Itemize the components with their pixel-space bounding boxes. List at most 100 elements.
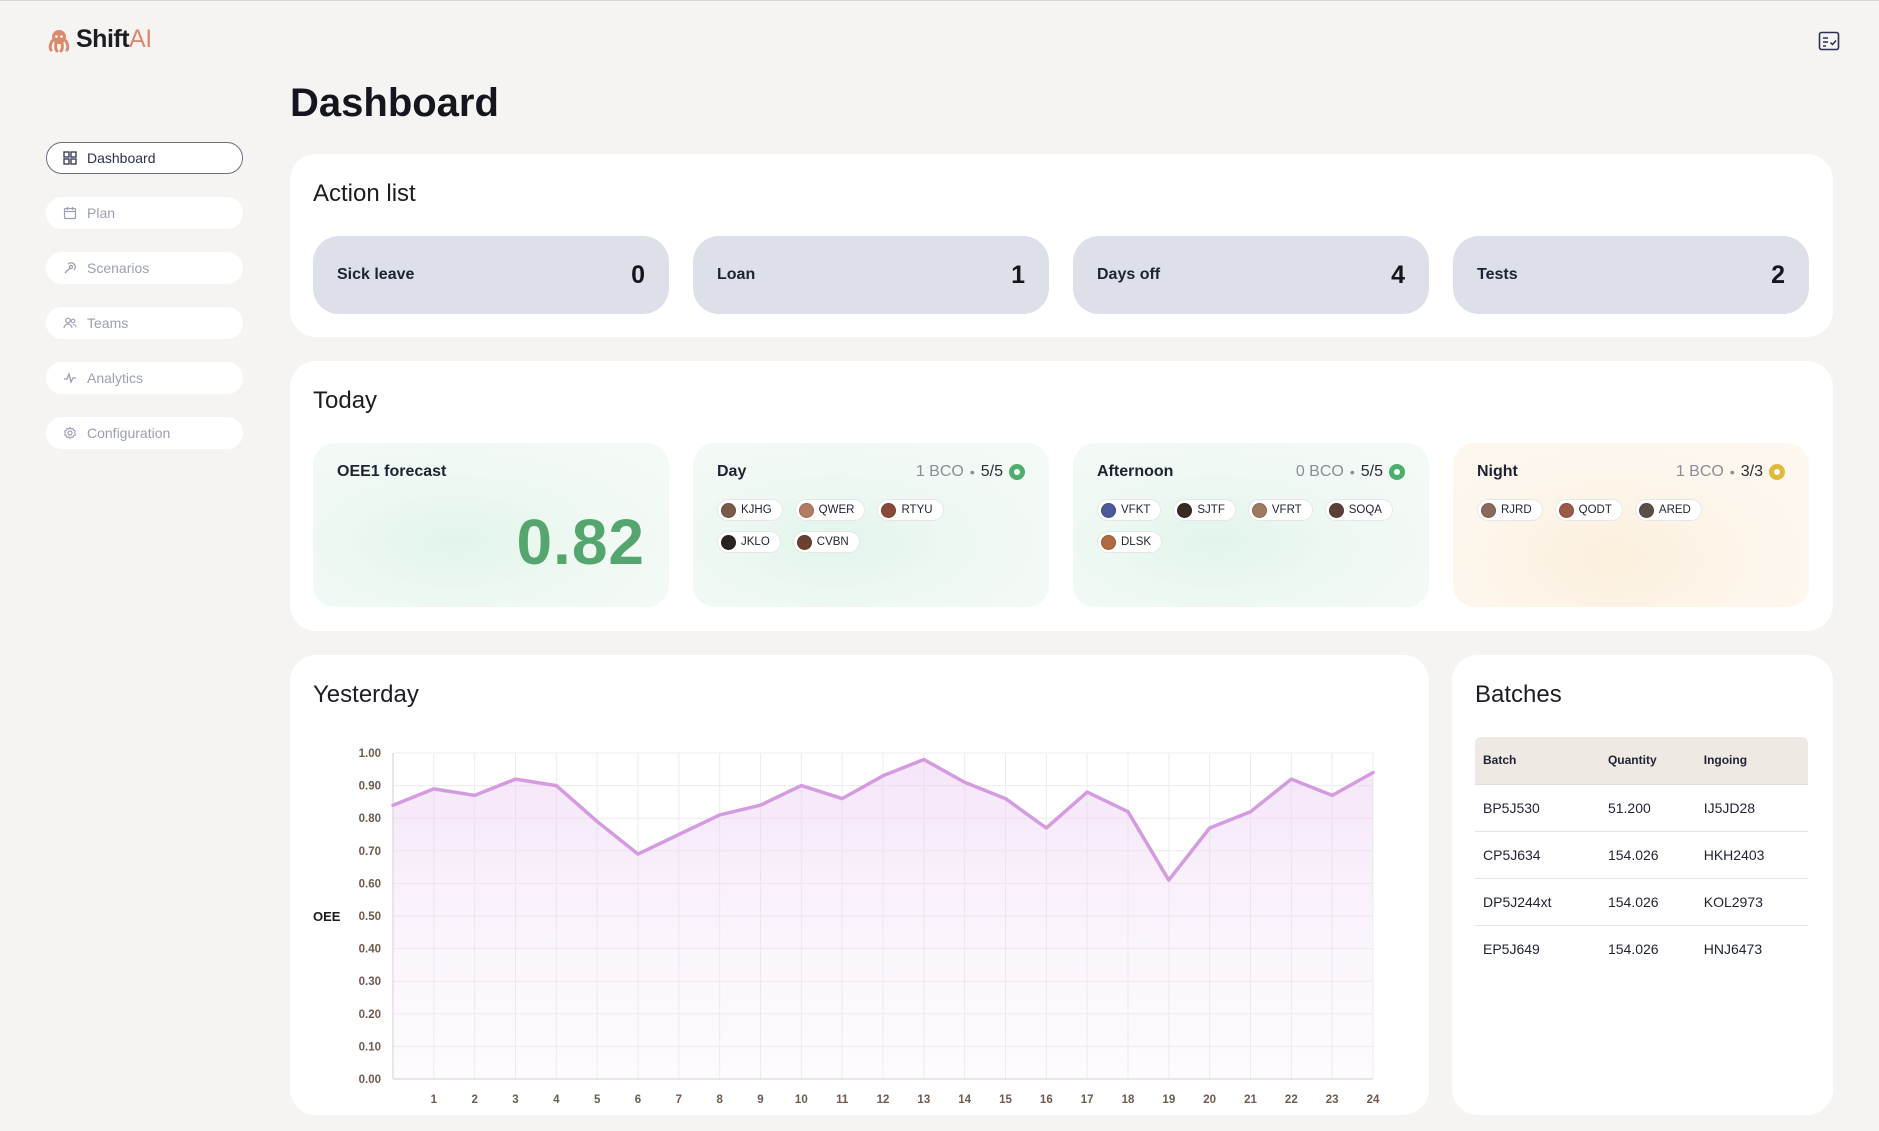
avatar — [1481, 502, 1496, 518]
member-chip[interactable]: DLSK — [1097, 531, 1163, 553]
shift-bco: 1 BCO — [1675, 463, 1724, 480]
member-chip[interactable]: SJTF — [1173, 499, 1236, 521]
x-tick-label: 5 — [594, 1094, 601, 1106]
column-header[interactable]: Ingoing — [1695, 737, 1808, 785]
action-tile-sick-leave[interactable]: Sick leave 0 — [313, 236, 669, 314]
member-code: RTYU — [901, 504, 933, 516]
status-dot-icon — [1009, 464, 1025, 480]
action-tile-days-off[interactable]: Days off 4 — [1073, 236, 1429, 314]
member-chip[interactable]: KJHG — [717, 499, 783, 521]
separator-dot: • — [1729, 464, 1735, 480]
sidebar-item-scenarios[interactable]: Scenarios — [46, 252, 243, 284]
table-row[interactable]: DP5J244xt 154.026 KOL2973 — [1475, 878, 1808, 926]
table-row[interactable]: BP5J530 51.200 IJ5JD28 — [1475, 784, 1808, 832]
grid-icon — [63, 151, 77, 165]
y-axis-label: OEE — [313, 909, 341, 924]
sidebar-item-configuration[interactable]: Configuration — [46, 417, 243, 449]
avatar — [1101, 502, 1116, 518]
action-tile-label: Days off — [1097, 266, 1161, 283]
sidebar-item-label: Analytics — [87, 370, 144, 386]
batch-cell: DP5J244xt — [1475, 878, 1600, 926]
yesterday-title: Yesterday — [313, 681, 419, 708]
sidebar-item-dashboard[interactable]: Dashboard — [46, 142, 243, 174]
checklist-icon[interactable] — [1817, 29, 1841, 53]
x-tick-label: 6 — [635, 1094, 641, 1106]
table-header-row: Batch Quantity Ingoing — [1475, 737, 1808, 785]
y-tick-label: 0.60 — [359, 878, 381, 890]
member-chip[interactable]: ARED — [1634, 499, 1702, 521]
avatar — [796, 534, 812, 550]
x-tick-label: 8 — [716, 1094, 723, 1106]
oee-forecast-value: 0.82 — [516, 506, 645, 578]
x-tick-label: 15 — [999, 1094, 1012, 1106]
shift-tile-night[interactable]: Night 1 BCO • 3/3 RJRD QODT ARED — [1453, 443, 1809, 607]
member-chip[interactable]: VFRT — [1247, 499, 1313, 521]
action-tile-tests[interactable]: Tests 2 — [1453, 236, 1809, 314]
oee-forecast-tile: OEE1 forecast 0.82 — [313, 443, 669, 607]
y-tick-label: 0.30 — [359, 976, 381, 988]
x-tick-label: 2 — [471, 1094, 477, 1106]
separator-dot: • — [1349, 464, 1355, 480]
action-tile-count: 4 — [1391, 260, 1405, 289]
x-tick-label: 19 — [1162, 1094, 1175, 1106]
member-chip[interactable]: RJRD — [1477, 499, 1543, 521]
status-dot-icon — [1769, 464, 1785, 480]
y-tick-label: 0.70 — [359, 846, 381, 858]
oee-forecast-label: OEE1 forecast — [337, 463, 447, 480]
member-code: SOQA — [1348, 504, 1382, 516]
action-tile-count: 2 — [1771, 260, 1785, 289]
member-chip[interactable]: SOQA — [1324, 499, 1393, 521]
quantity-cell: 154.026 — [1607, 940, 1659, 957]
batches-card: Batches Batch Quantity Ingoing BP5J530 5… — [1452, 655, 1833, 1115]
member-code: QWER — [818, 504, 855, 516]
sidebar-item-analytics[interactable]: Analytics — [46, 362, 243, 394]
table-row[interactable]: CP5J634 154.026 HKH2403 — [1475, 831, 1808, 879]
x-tick-label: 23 — [1326, 1094, 1339, 1106]
shift-name: Day — [717, 463, 747, 480]
member-chip[interactable]: VFKT — [1097, 499, 1162, 521]
action-tile-loan[interactable]: Loan 1 — [693, 236, 1049, 314]
y-tick-label: 1.00 — [359, 748, 381, 760]
action-list-title: Action list — [313, 180, 416, 207]
quantity-cell: 154.026 — [1599, 831, 1696, 879]
sidebar-item-plan[interactable]: Plan — [46, 197, 243, 229]
shift-tile-afternoon[interactable]: Afternoon 0 BCO • 5/5 VFKT SJTF VFRT SOQA DL… — [1073, 443, 1429, 607]
page-title: Dashboard — [290, 81, 499, 125]
y-tick-label: 0.20 — [359, 1009, 381, 1021]
sidebar-item-label: Plan — [87, 205, 116, 221]
x-tick-label: 17 — [1081, 1094, 1094, 1106]
shift-bco: 1 BCO — [915, 463, 964, 480]
x-tick-label: 11 — [836, 1094, 849, 1106]
today-title: Today — [313, 387, 378, 414]
x-tick-label: 18 — [1122, 1094, 1135, 1106]
member-chip[interactable]: QODT — [1554, 499, 1623, 521]
column-header[interactable]: Batch — [1475, 737, 1600, 785]
activity-icon — [64, 371, 76, 384]
avatar — [1177, 502, 1193, 518]
action-tile-count: 1 — [1011, 260, 1025, 289]
avatar — [1251, 502, 1267, 518]
shift-tile-day[interactable]: Day 1 BCO • 5/5 KJHG QWER RTYU JKLO CVBN — [693, 443, 1049, 607]
shift-ratio: 5/5 — [1360, 463, 1383, 480]
sidebar-nav: Dashboard Plan Scenarios Teams Analytics… — [46, 142, 243, 472]
x-tick-label: 9 — [757, 1094, 763, 1106]
x-tick-label: 10 — [795, 1094, 808, 1106]
table-row[interactable]: EP5J649 154.026 HNJ6473 — [1475, 925, 1808, 972]
app-logo[interactable]: Shift AI — [46, 25, 152, 54]
member-chip[interactable]: JKLO — [717, 531, 781, 553]
x-tick-label: 21 — [1244, 1094, 1257, 1106]
x-tick-label: 1 — [431, 1094, 438, 1106]
y-tick-label: 0.00 — [359, 1074, 381, 1086]
sidebar-item-label: Scenarios — [87, 260, 150, 276]
member-chip[interactable]: CVBN — [792, 531, 860, 553]
batch-cell: BP5J530 — [1475, 784, 1600, 832]
ingoing-cell: KOL2973 — [1695, 878, 1808, 926]
member-chip[interactable]: RTYU — [877, 499, 944, 521]
series-area — [393, 759, 1373, 1079]
y-tick-label: 0.50 — [359, 911, 381, 923]
member-code: CVBN — [816, 536, 849, 548]
column-header[interactable]: Quantity — [1599, 737, 1696, 785]
sidebar-item-teams[interactable]: Teams — [46, 307, 243, 339]
x-tick-label: 13 — [917, 1094, 930, 1106]
member-chip[interactable]: QWER — [794, 499, 866, 521]
